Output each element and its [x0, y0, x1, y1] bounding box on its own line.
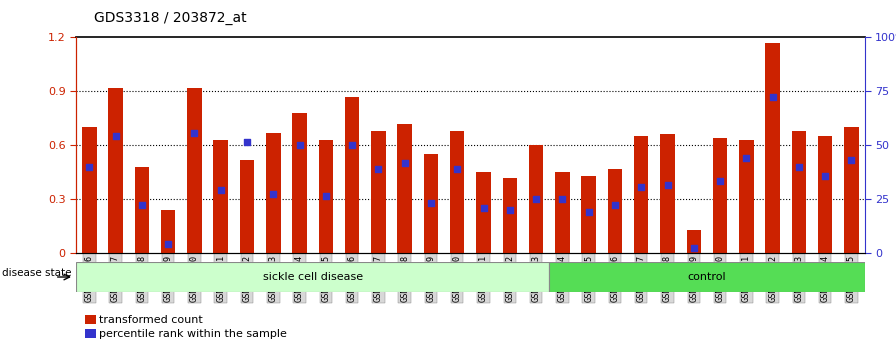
- Bar: [187, 87, 202, 253]
- Bar: [134, 167, 149, 253]
- Text: sickle cell disease: sickle cell disease: [263, 272, 363, 282]
- Point: [319, 193, 333, 198]
- Bar: [292, 113, 306, 253]
- Point: [134, 202, 149, 207]
- Bar: [582, 176, 596, 253]
- Point: [292, 142, 306, 148]
- Point: [240, 139, 254, 144]
- Point: [713, 178, 728, 184]
- Point: [424, 200, 438, 206]
- Bar: [76, 262, 549, 292]
- Bar: [161, 210, 176, 253]
- Bar: [266, 132, 280, 253]
- Bar: [529, 145, 543, 253]
- Bar: [450, 131, 464, 253]
- Point: [556, 196, 570, 202]
- Bar: [607, 169, 622, 253]
- Bar: [844, 127, 858, 253]
- Bar: [398, 124, 412, 253]
- Bar: [660, 135, 675, 253]
- Bar: [765, 42, 780, 253]
- Bar: [634, 136, 649, 253]
- Bar: [549, 262, 865, 292]
- Bar: [556, 172, 570, 253]
- Bar: [240, 160, 254, 253]
- Bar: [686, 230, 701, 253]
- Point: [844, 157, 858, 162]
- Point: [529, 196, 543, 202]
- Point: [161, 241, 176, 247]
- Point: [82, 164, 97, 170]
- Point: [660, 182, 675, 188]
- Point: [634, 184, 649, 189]
- Point: [108, 133, 123, 139]
- Point: [582, 209, 596, 215]
- Point: [345, 142, 359, 148]
- Text: disease state: disease state: [2, 268, 72, 279]
- Point: [792, 164, 806, 170]
- Bar: [213, 140, 228, 253]
- Bar: [713, 138, 728, 253]
- Point: [818, 173, 832, 178]
- Point: [371, 166, 385, 171]
- Point: [477, 205, 491, 211]
- Bar: [319, 140, 333, 253]
- Point: [503, 207, 517, 213]
- Point: [398, 160, 412, 166]
- Point: [187, 130, 202, 135]
- Point: [266, 191, 280, 196]
- Text: GDS3318 / 203872_at: GDS3318 / 203872_at: [94, 11, 246, 25]
- Point: [213, 187, 228, 193]
- Bar: [477, 172, 491, 253]
- Text: transformed count: transformed count: [99, 315, 203, 325]
- Point: [450, 166, 464, 171]
- Bar: [739, 140, 754, 253]
- Bar: [503, 178, 517, 253]
- Bar: [424, 154, 438, 253]
- Text: control: control: [687, 272, 727, 282]
- Bar: [818, 136, 832, 253]
- Bar: [108, 87, 123, 253]
- Bar: [792, 131, 806, 253]
- Point: [686, 245, 701, 251]
- Point: [739, 155, 754, 161]
- Point: [765, 94, 780, 99]
- Bar: [82, 127, 97, 253]
- Point: [607, 202, 622, 207]
- Bar: [345, 97, 359, 253]
- Bar: [371, 131, 385, 253]
- Text: percentile rank within the sample: percentile rank within the sample: [99, 329, 288, 339]
